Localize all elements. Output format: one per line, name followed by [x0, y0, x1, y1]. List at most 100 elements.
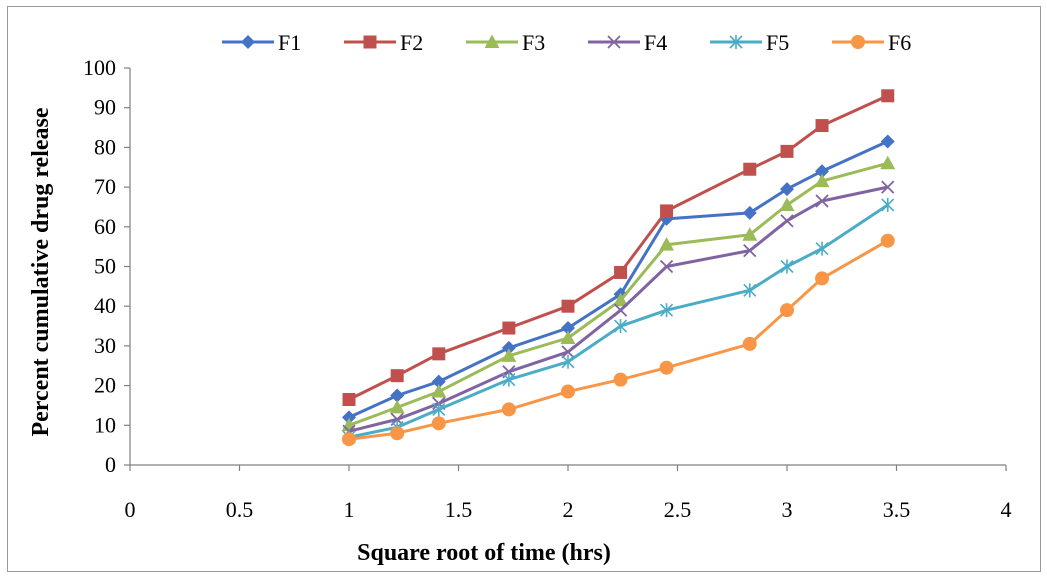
data-point	[561, 354, 575, 369]
data-point	[342, 410, 356, 425]
x-tick-label: 3	[782, 497, 793, 522]
data-point	[814, 173, 830, 188]
data-point	[431, 374, 446, 389]
y-axis-title: Percent cumulative drug release	[28, 107, 54, 436]
y-tick-label: 10	[94, 412, 116, 437]
x-tick-label: 2	[563, 497, 574, 522]
data-point	[659, 360, 674, 375]
series-f4	[342, 180, 895, 438]
data-point	[880, 134, 895, 149]
data-point	[432, 347, 446, 361]
legend-label: F3	[522, 30, 545, 55]
data-point	[659, 259, 674, 274]
legend-label: F5	[766, 30, 789, 55]
legend-label: F1	[278, 30, 301, 55]
data-point	[431, 416, 446, 431]
data-point	[742, 205, 757, 220]
legend-label: F2	[400, 30, 423, 55]
data-point	[743, 283, 757, 298]
y-tick-label: 20	[94, 373, 116, 398]
legend-item-f4: F4	[588, 30, 667, 55]
chart-frame	[7, 6, 1041, 572]
x-axis: 0 0.5 1 1.5 2 2.5 3 3.5 4	[125, 464, 1012, 522]
y-tick-label: 40	[94, 293, 116, 318]
data-point	[881, 89, 895, 103]
y-tick-label: 0	[105, 452, 116, 477]
data-point	[390, 388, 405, 403]
data-point	[613, 372, 628, 387]
data-point	[501, 402, 516, 417]
x-tick-label: 0.5	[226, 497, 254, 522]
legend-item-f1: F1	[222, 30, 301, 55]
data-point	[390, 426, 405, 441]
data-point	[561, 299, 575, 313]
series-f6	[342, 233, 895, 447]
data-point	[742, 227, 758, 241]
x-tick-label: 2.5	[664, 497, 692, 522]
data-point	[815, 194, 829, 208]
data-point	[502, 372, 516, 387]
data-point	[659, 237, 675, 251]
x-tick-label: 1	[344, 497, 355, 522]
legend-label: F4	[644, 30, 667, 55]
data-point	[881, 197, 895, 212]
x-axis-title: Square root of time (hrs)	[357, 540, 611, 566]
y-tick-label: 100	[83, 55, 116, 80]
y-tick-label: 30	[94, 333, 116, 358]
data-point	[363, 35, 377, 49]
data-point	[561, 384, 575, 399]
y-tick-label: 90	[94, 95, 116, 120]
y-axis: 0 10 20 30 40 50 60 70 80 90 100	[83, 55, 131, 477]
data-point	[613, 319, 628, 334]
data-point	[780, 214, 794, 228]
plot-area	[341, 89, 896, 447]
data-point	[241, 35, 255, 49]
data-point	[815, 119, 829, 133]
x-tick-label: 0	[125, 497, 136, 522]
data-point	[614, 265, 628, 279]
data-point	[660, 204, 674, 218]
y-tick-label: 70	[94, 174, 116, 199]
data-point	[881, 180, 895, 194]
legend-item-f3: F3	[466, 30, 545, 55]
legend-item-f2: F2	[344, 30, 423, 55]
data-point	[342, 432, 356, 447]
data-point	[780, 182, 794, 197]
data-point	[880, 233, 895, 248]
data-point	[779, 197, 795, 211]
series-line	[348, 94, 889, 401]
y-tick-label: 50	[94, 254, 116, 279]
x-tick-label: 1.5	[445, 497, 473, 522]
data-point	[431, 384, 447, 398]
legend: F1 F2 F3 F4 F5 F6	[222, 30, 911, 55]
y-tick-label: 80	[94, 134, 116, 159]
data-point	[780, 303, 794, 318]
x-tick-label: 3.5	[883, 497, 911, 522]
data-point	[484, 34, 500, 48]
data-point	[780, 144, 794, 158]
data-point	[743, 243, 757, 258]
data-point	[780, 259, 794, 274]
legend-item-f6: F6	[832, 30, 911, 55]
series-line	[348, 203, 889, 439]
data-point	[742, 336, 757, 351]
legend-item-f5: F5	[710, 30, 789, 55]
y-tick-label: 60	[94, 214, 116, 239]
data-point	[815, 241, 829, 256]
data-point	[501, 340, 516, 355]
data-point	[390, 369, 404, 383]
data-point	[432, 402, 446, 417]
x-tick-label: 4	[1001, 497, 1012, 522]
legend-label: F6	[888, 30, 911, 55]
data-point	[613, 303, 628, 317]
data-point	[561, 345, 575, 359]
data-point	[815, 271, 830, 286]
data-point	[851, 35, 865, 49]
data-point	[815, 164, 830, 179]
data-point	[560, 330, 576, 344]
data-point	[607, 35, 621, 49]
data-point	[729, 35, 743, 49]
data-point	[502, 321, 516, 335]
data-point	[501, 348, 517, 362]
